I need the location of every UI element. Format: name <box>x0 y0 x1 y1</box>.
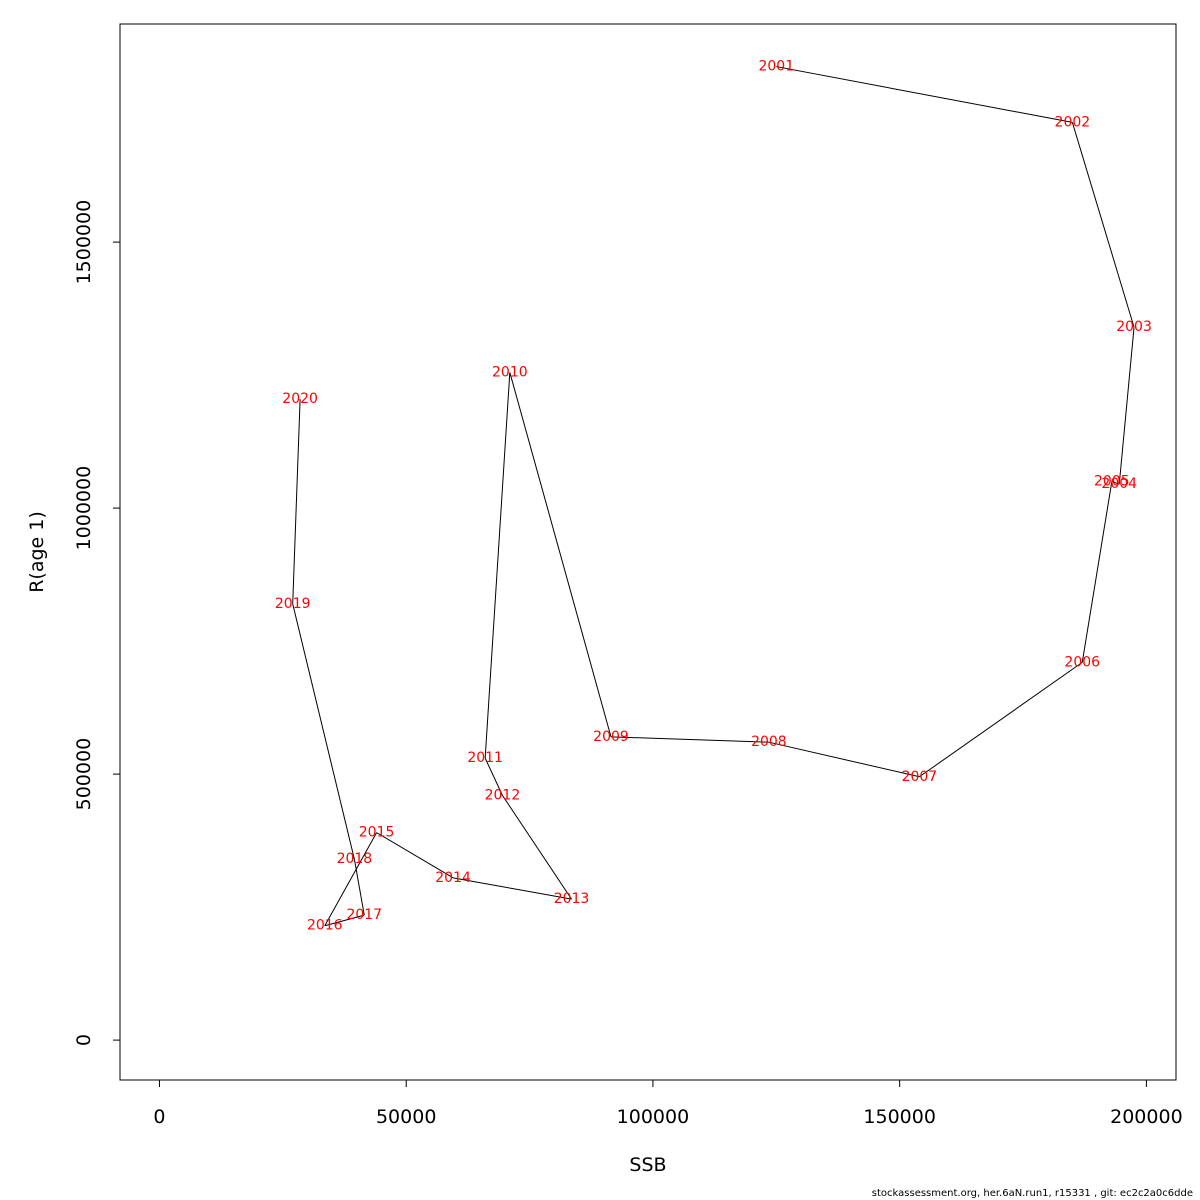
year-label-2020: 2020 <box>282 391 318 407</box>
year-label-2007: 2007 <box>902 769 938 785</box>
year-label-2016: 2016 <box>307 918 343 934</box>
axes: 0 50000 100000 150000 200000 0 500000 1000000 15… <box>73 200 1183 1128</box>
year-label-2019: 2019 <box>275 596 311 612</box>
plot-frame <box>119 23 1177 1081</box>
year-label-2005: 2005 <box>1094 474 1130 490</box>
footer-source: stockassessment.org, her.6aN.run1, r1533… <box>871 1188 1193 1199</box>
year-label-2012: 2012 <box>485 787 521 803</box>
y-tick-label: 500000 <box>73 738 95 811</box>
year-label-2013: 2013 <box>554 891 590 907</box>
trajectory-segment-2003-2004 <box>1118 327 1135 485</box>
trajectory-segment-2018-2019 <box>292 603 355 860</box>
year-label-2002: 2002 <box>1055 114 1091 130</box>
year-label-2018: 2018 <box>337 851 373 867</box>
year-label-2011: 2011 <box>467 750 503 766</box>
trajectory-segment-2005-2006 <box>1081 481 1113 663</box>
year-label-2014: 2014 <box>435 870 471 886</box>
x-tick-label: 0 <box>153 1106 165 1128</box>
trajectory-segment-2004-2005 <box>1111 481 1120 485</box>
year-label-2003: 2003 <box>1116 319 1152 335</box>
year-label-2004: 2004 <box>1101 476 1137 492</box>
trajectory-segment-2016-2017 <box>324 914 365 927</box>
trajectory-segment-2002-2003 <box>1071 122 1135 328</box>
year-label-2017: 2017 <box>346 907 382 923</box>
trajectory-segment-2010-2011 <box>484 372 511 759</box>
trajectory-lines <box>292 66 1135 927</box>
y-tick-label: 0 <box>73 1034 95 1046</box>
year-label-2009: 2009 <box>593 729 629 745</box>
trajectory-segment-2007-2008 <box>768 741 920 778</box>
year-label-2010: 2010 <box>492 364 528 380</box>
trajectory-segment-2017-2018 <box>353 859 365 916</box>
year-label-2001: 2001 <box>758 59 794 75</box>
x-tick-label: 200000 <box>1110 1106 1183 1128</box>
trajectory-segment-2012-2013 <box>502 795 572 900</box>
x-tick-label: 150000 <box>863 1106 936 1128</box>
x-tick-label: 50000 <box>376 1106 436 1128</box>
y-tick-label: 1000000 <box>73 466 95 551</box>
trajectory-segment-2006-2007 <box>919 661 1083 778</box>
year-label-2006: 2006 <box>1064 654 1100 670</box>
y-axis-label: R(age 1) <box>26 511 48 593</box>
trajectory-segment-2011-2012 <box>484 757 503 796</box>
year-label-2008: 2008 <box>751 734 787 750</box>
trajectory-segment-2015-2016 <box>324 832 378 926</box>
trajectory-segment-2019-2020 <box>292 399 301 604</box>
year-label-2015: 2015 <box>359 825 395 841</box>
y-tick-label: 1500000 <box>73 200 95 285</box>
x-axis-label: SSB <box>629 1154 666 1176</box>
x-tick-label: 100000 <box>617 1106 690 1128</box>
trajectory-segment-2009-2010 <box>509 372 612 738</box>
trajectory-segment-2014-2015 <box>376 832 454 879</box>
trajectory-segment-2008-2009 <box>610 736 769 743</box>
trajectory-segment-2013-2014 <box>452 877 572 900</box>
trajectory-segment-2001-2002 <box>776 66 1073 123</box>
